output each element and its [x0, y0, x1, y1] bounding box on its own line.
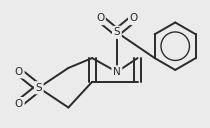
Text: O: O [15, 67, 23, 77]
Text: S: S [114, 27, 120, 37]
Text: O: O [15, 99, 23, 109]
Text: N: N [113, 67, 121, 77]
Text: O: O [96, 13, 104, 24]
Text: O: O [130, 13, 138, 24]
Text: S: S [35, 83, 42, 93]
